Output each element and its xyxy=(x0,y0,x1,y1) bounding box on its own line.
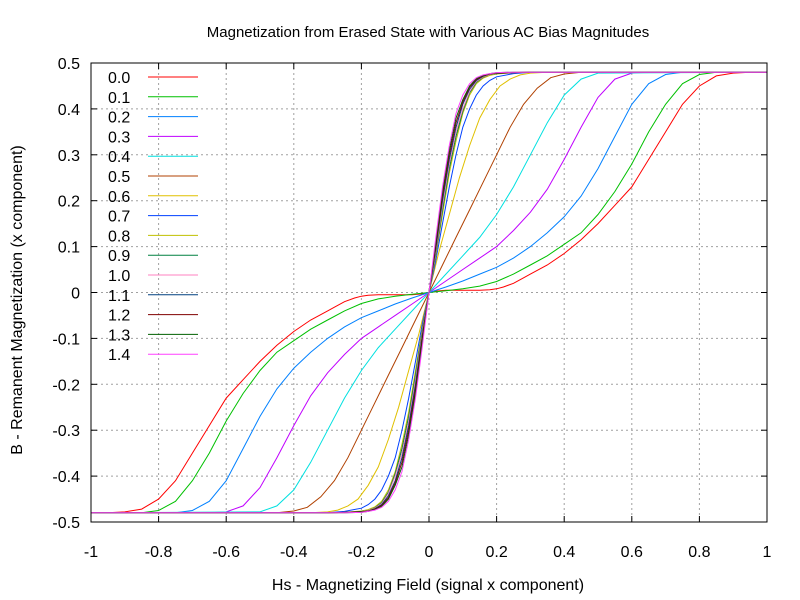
legend-label: 0.9 xyxy=(108,248,130,265)
x-tick-label: 0 xyxy=(425,544,434,561)
y-tick-label: -0.1 xyxy=(52,331,80,348)
legend-label: 0.6 xyxy=(108,189,130,206)
x-tick-label: 0.8 xyxy=(688,544,710,561)
y-tick-label: -0.2 xyxy=(52,377,80,394)
x-tick-label: -0.2 xyxy=(348,544,376,561)
chart-title: Magnetization from Erased State with Var… xyxy=(207,24,649,41)
legend-label: 0.8 xyxy=(108,228,130,245)
y-axis-label: B - Remanent Magnetization (x component) xyxy=(9,145,26,454)
y-tick-label: 0.5 xyxy=(58,56,80,73)
legend-label: 0.1 xyxy=(108,90,130,107)
y-tick-label: 0.3 xyxy=(58,148,80,165)
legend-label: 0.0 xyxy=(108,70,130,87)
legend-label: 0.3 xyxy=(108,129,130,146)
legend-label: 0.7 xyxy=(108,209,130,226)
legend: 0.0 0.1 0.2 0.3 0.4 0.5 0.6 0.7 0.8 0.9 1.0 1.1 1.2 1… xyxy=(108,70,198,364)
y-tick-label: -0.5 xyxy=(52,515,80,532)
legend-label: 0.4 xyxy=(108,149,130,166)
y-tick-label: 0.4 xyxy=(58,102,80,119)
y-tick-label: 0 xyxy=(71,286,80,303)
x-tick-label: 1 xyxy=(763,544,772,561)
x-tick-label: -0.4 xyxy=(280,544,308,561)
y-tick-label: -0.3 xyxy=(52,423,80,440)
legend-label: 1.3 xyxy=(108,327,130,344)
x-tick-label: 0.2 xyxy=(485,544,507,561)
plot-border xyxy=(90,62,768,523)
x-tick-label: -1 xyxy=(84,544,98,561)
legend-label: 1.2 xyxy=(108,308,130,325)
legend-label: 1.4 xyxy=(108,347,130,364)
y-tick-label: -0.4 xyxy=(52,469,80,486)
legend-label: 1.1 xyxy=(108,288,130,305)
grid xyxy=(91,63,767,522)
y-tick-label: 0.1 xyxy=(58,240,80,257)
x-tick-label: -0.6 xyxy=(212,544,240,561)
legend-label: 0.5 xyxy=(108,169,130,186)
legend-label: 1.0 xyxy=(108,268,130,285)
x-tick-label: 0.4 xyxy=(553,544,575,561)
x-tick-label: 0.6 xyxy=(621,544,643,561)
legend-label: 0.2 xyxy=(108,110,130,127)
series-group xyxy=(90,71,768,514)
x-tick-label: -0.8 xyxy=(145,544,173,561)
y-ticks: -0.5 -0.4 -0.3 -0.2 -0.1 0 0.1 0.2 0.3 0.4 0.5 xyxy=(52,56,767,532)
x-axis-label: Hs - Magnetizing Field (signal x compone… xyxy=(272,577,584,594)
series-line-1.4 xyxy=(91,71,767,514)
y-tick-label: 0.2 xyxy=(58,194,80,211)
